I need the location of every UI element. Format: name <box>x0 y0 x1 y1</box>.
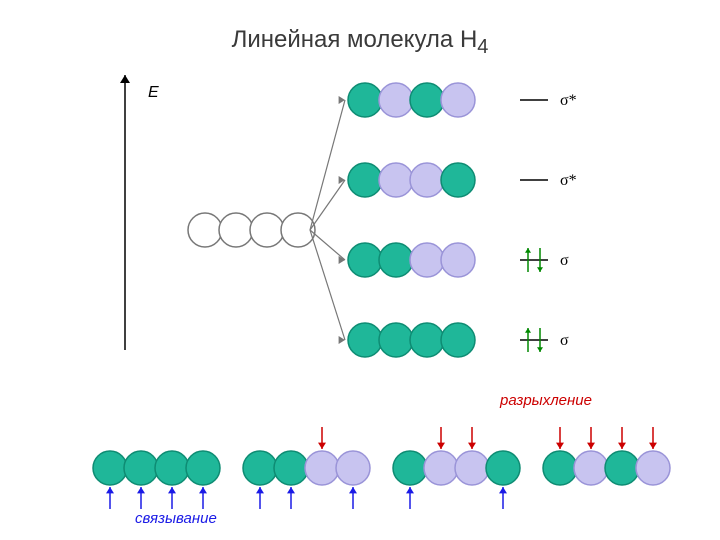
svg-text:σ*: σ* <box>560 92 577 109</box>
svg-text:σ: σ <box>560 332 569 349</box>
title-sub: 4 <box>477 36 488 58</box>
svg-text:σ*: σ* <box>560 172 577 189</box>
title-text: Линейная молекула H <box>232 26 478 53</box>
energy-axis-label: E <box>148 84 159 102</box>
page-title: Линейная молекула H4 <box>0 26 720 59</box>
loosening-label: разрыхление <box>500 392 592 409</box>
svg-text:σ: σ <box>560 252 569 269</box>
binding-label: связывание <box>135 510 217 527</box>
diagram-canvas: σ* σ* σ σ <box>0 0 720 540</box>
